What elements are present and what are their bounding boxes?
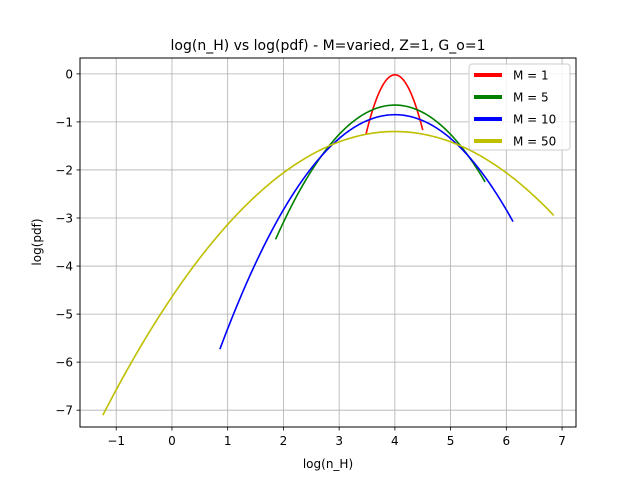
y-tick-label: 0	[65, 67, 73, 81]
x-tick-label: −1	[107, 434, 125, 448]
y-tick-label: −4	[55, 260, 73, 274]
series-line-1	[365, 74, 424, 135]
legend-box	[468, 63, 571, 151]
y-tick-label: −2	[55, 163, 73, 177]
plot-frame	[79, 57, 577, 428]
x-tick-label: 2	[280, 434, 288, 448]
y-tick-label: −1	[55, 115, 73, 129]
series-layer	[102, 74, 555, 416]
x-tick-label: 3	[335, 434, 343, 448]
ticks: −1 0 1 2 3 4 5 6 7 0 −1 −2 −3 −4 −5 −6 −7	[55, 67, 566, 448]
legend: M = 1 M = 5 M = 10 M = 50	[468, 63, 571, 151]
x-tick-label: 1	[224, 434, 232, 448]
x-tick-label: 7	[558, 434, 566, 448]
y-tick-label: −7	[55, 404, 73, 418]
legend-label: M = 10	[513, 113, 556, 127]
chart-title: log(n_H) vs log(pdf) - M=varied, Z=1, G_…	[171, 38, 486, 54]
legend-label: M = 1	[513, 69, 549, 83]
y-tick-label: −6	[55, 356, 73, 370]
y-tick-label: −5	[55, 308, 73, 322]
x-axis-label: log(n_H)	[303, 457, 353, 471]
series-line-3	[219, 113, 514, 350]
x-tick-label: 5	[447, 434, 455, 448]
series-line-4	[102, 130, 555, 416]
x-tick-label: 4	[391, 434, 399, 448]
y-tick-label: −3	[55, 211, 73, 225]
x-tick-label: 6	[503, 434, 511, 448]
grid	[80, 58, 576, 427]
y-axis-label: log(pdf)	[30, 218, 44, 265]
series-line-2	[274, 104, 486, 240]
legend-label: M = 5	[513, 91, 549, 105]
x-tick-label: 0	[168, 434, 176, 448]
legend-label: M = 50	[513, 135, 556, 149]
